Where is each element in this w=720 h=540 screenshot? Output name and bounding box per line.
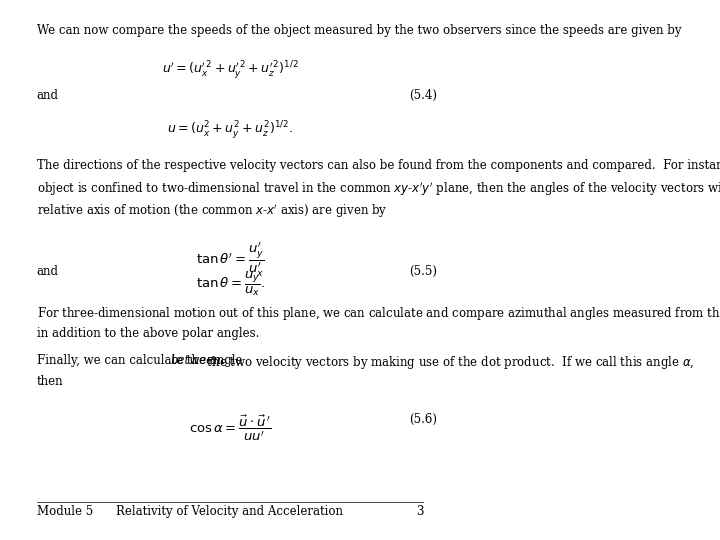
Text: and: and — [37, 265, 59, 278]
Text: Relativity of Velocity and Acceleration: Relativity of Velocity and Acceleration — [117, 505, 343, 518]
Text: $\tan\theta=\dfrac{u_y}{u_x}.$: $\tan\theta=\dfrac{u_y}{u_x}.$ — [196, 270, 264, 299]
Text: between: between — [171, 354, 221, 367]
Text: in addition to the above polar angles.: in addition to the above polar angles. — [37, 327, 259, 340]
Text: We can now compare the speeds of the object measured by the two observers since : We can now compare the speeds of the obj… — [37, 24, 681, 37]
Text: $\tan\theta^{\prime}=\dfrac{u_y^{\prime}}{u_x^{\prime}}$: $\tan\theta^{\prime}=\dfrac{u_y^{\prime}… — [196, 240, 264, 279]
Text: (5.6): (5.6) — [410, 413, 437, 426]
Text: relative axis of motion (the common $x$-$x^{\prime}$ axis) are given by: relative axis of motion (the common $x$-… — [37, 202, 387, 220]
Text: (5.4): (5.4) — [410, 89, 437, 102]
Text: then: then — [37, 375, 63, 388]
Text: the two velocity vectors by making use of the dot product.  If we call this angl: the two velocity vectors by making use o… — [203, 354, 695, 370]
Text: and: and — [37, 89, 59, 102]
Text: $\cos\alpha=\dfrac{\vec{u}\cdot\vec{u}^{\,\prime}}{uu^{\prime}}$: $\cos\alpha=\dfrac{\vec{u}\cdot\vec{u}^{… — [189, 413, 271, 443]
Text: The directions of the respective velocity vectors can also be found from the com: The directions of the respective velocit… — [37, 159, 720, 172]
Text: object is confined to two-dimensional travel in the common $xy$-$x^{\prime}y^{\p: object is confined to two-dimensional tr… — [37, 181, 720, 198]
Text: For three-dimensional motion out of this plane, we can calculate and compare azi: For three-dimensional motion out of this… — [37, 305, 720, 322]
Text: Module 5: Module 5 — [37, 505, 93, 518]
Text: $u=(u_x^{2}+u_y^{2}+u_z^{2})^{1/2}.$: $u=(u_x^{2}+u_y^{2}+u_z^{2})^{1/2}.$ — [167, 119, 293, 141]
Text: $u^{\prime}=(u_x^{\prime\,2}+u_y^{\prime\,2}+u_z^{\prime\,2})^{1/2}$: $u^{\prime}=(u_x^{\prime\,2}+u_y^{\prime… — [162, 59, 298, 82]
Text: 3: 3 — [415, 505, 423, 518]
Text: Finally, we can calculate the angle: Finally, we can calculate the angle — [37, 354, 246, 367]
Text: (5.5): (5.5) — [410, 265, 437, 278]
